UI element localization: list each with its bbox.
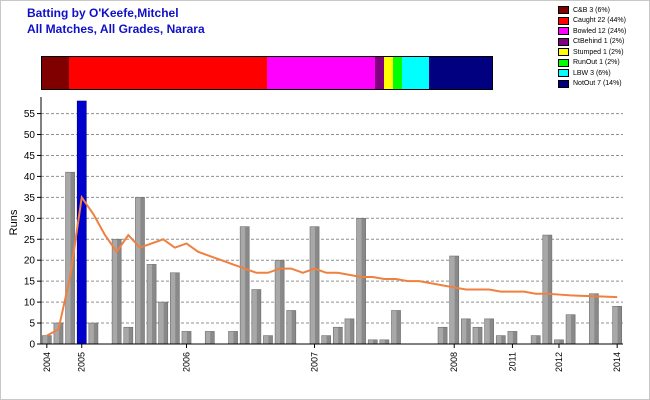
bar-shade <box>547 235 552 344</box>
y-tick-label: 50 <box>24 130 36 141</box>
bar-shade <box>594 293 599 344</box>
bar-shade <box>443 327 448 344</box>
bar-shade <box>571 314 576 344</box>
bar-shade <box>245 226 250 344</box>
average-line <box>46 194 618 337</box>
bar-shade <box>128 327 133 344</box>
bar-shade <box>314 226 320 344</box>
dismissal-distribution-bar <box>41 56 493 90</box>
y-tick-label: 55 <box>24 109 36 120</box>
legend-label: Stumped 1 (2%) <box>573 48 624 56</box>
y-tick-label: 5 <box>29 319 35 330</box>
dismissal-segment <box>375 57 384 89</box>
bar-shade <box>117 239 122 344</box>
legend-item: LBW 3 (6%) <box>558 68 626 79</box>
dismissal-segment <box>429 57 492 89</box>
bar-shade <box>361 218 366 344</box>
legend-swatch <box>558 37 569 46</box>
legend-item: CtBehind 1 (2%) <box>558 37 626 48</box>
bar-shade <box>326 335 331 344</box>
bar-shade <box>186 331 192 344</box>
y-tick-label: 0 <box>29 340 35 351</box>
bar-shade <box>140 197 145 344</box>
chart-subtitle: All Matches, All Grades, Narara <box>27 22 205 36</box>
legend-label: Bowled 12 (24%) <box>573 27 627 35</box>
legend-swatch <box>558 27 569 36</box>
legend-swatch <box>558 58 569 67</box>
legend-swatch <box>558 16 569 25</box>
bar-shade <box>466 318 471 344</box>
legend-label: LBW 3 (6%) <box>573 69 611 77</box>
bar-shade <box>280 260 285 344</box>
dismissal-segment <box>267 57 375 89</box>
legend: C&B 3 (6%) Caught 22 (44%) Bowled 12 (24%)… <box>558 5 626 89</box>
bar-shade <box>163 302 168 344</box>
bar-shade <box>152 264 157 344</box>
legend-label: NotOut 7 (14%) <box>573 80 622 88</box>
legend-item: C&B 3 (6%) <box>558 5 626 16</box>
legend-item: Caught 22 (44%) <box>558 16 626 27</box>
x-tick-label: 2004 <box>42 352 52 372</box>
bar-shade <box>373 339 378 344</box>
x-tick-label: 2007 <box>310 352 320 372</box>
dismissal-segment <box>384 57 393 89</box>
bar-shade <box>489 318 494 344</box>
bar-shade <box>617 306 622 344</box>
bar-shade <box>559 339 564 344</box>
legend-swatch <box>558 79 569 88</box>
legend-label: C&B 3 (6%) <box>573 6 610 14</box>
x-tick-label: 2014 <box>612 352 622 372</box>
legend-swatch <box>558 69 569 78</box>
x-tick-label: 2012 <box>554 352 564 372</box>
bar-shade <box>396 310 401 344</box>
bar-shade <box>536 335 541 344</box>
bar-shade <box>454 256 459 344</box>
bar-shade <box>175 272 180 344</box>
bar-shade <box>338 327 343 344</box>
bar-shade <box>349 318 354 344</box>
dismissal-segment <box>69 57 267 89</box>
bar-shade <box>291 310 296 344</box>
bar-shade <box>93 323 98 344</box>
chart-title: Batting by O'Keefe,Mitchel <box>27 6 179 20</box>
x-tick-label: 2011 <box>507 352 517 371</box>
legend-swatch <box>558 48 569 57</box>
legend-label: Caught 22 (44%) <box>573 17 626 25</box>
legend-item: Bowled 12 (24%) <box>558 26 626 37</box>
legend-item: RunOut 1 (2%) <box>558 58 626 69</box>
y-tick-label: 30 <box>24 214 36 225</box>
y-tick-label: 25 <box>24 235 36 246</box>
dismissal-segment <box>393 57 402 89</box>
dismissal-segment <box>42 57 69 89</box>
legend-swatch <box>558 6 569 15</box>
bar-shade <box>210 331 215 344</box>
bar-shade <box>58 323 63 344</box>
bar-shade <box>47 335 52 344</box>
x-tick-label: 2006 <box>182 352 192 372</box>
bar-shade <box>233 331 238 344</box>
y-tick-label: 40 <box>24 172 36 183</box>
bar-shade <box>477 327 483 344</box>
y-tick-label: 10 <box>24 298 36 309</box>
bar-shade <box>256 289 261 344</box>
legend-label: CtBehind 1 (2%) <box>573 38 625 46</box>
x-tick-label: 2008 <box>449 352 459 372</box>
legend-label: RunOut 1 (2%) <box>573 59 620 67</box>
y-axis-label: Runs <box>8 209 20 235</box>
y-tick-label: 20 <box>24 256 36 267</box>
y-tick-label: 15 <box>24 277 36 288</box>
y-tick-label: 35 <box>24 193 36 204</box>
legend-item: NotOut 7 (14%) <box>558 79 626 90</box>
x-tick-label: 2005 <box>77 352 87 372</box>
dismissal-segment <box>402 57 429 89</box>
bar-shade <box>384 339 389 344</box>
y-tick-label: 45 <box>24 151 36 162</box>
bar-shade <box>268 335 273 344</box>
bar-shade <box>501 335 506 344</box>
legend-item: Stumped 1 (2%) <box>558 47 626 58</box>
bar-shade <box>512 331 517 344</box>
